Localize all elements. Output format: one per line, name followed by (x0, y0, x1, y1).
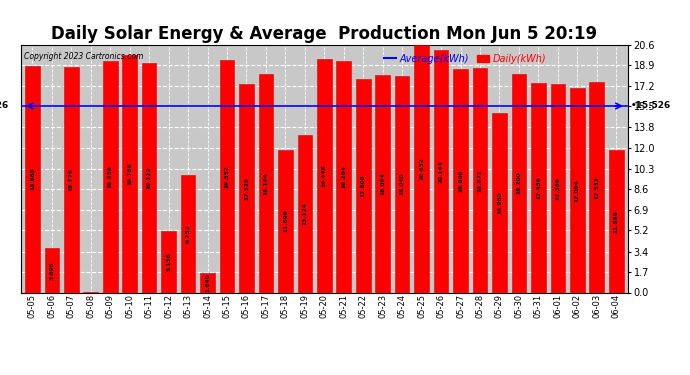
Text: 1.640: 1.640 (205, 273, 210, 292)
Text: 18.888: 18.888 (30, 168, 35, 190)
Bar (453, 69, 468, 292)
Bar (317, 59, 332, 292)
Text: 9.752: 9.752 (186, 225, 190, 243)
Bar (473, 68, 487, 292)
Legend: Average(kWh), Daily(kWh): Average(kWh), Daily(kWh) (380, 50, 550, 68)
Bar (181, 176, 195, 292)
Text: 19.264: 19.264 (342, 165, 346, 188)
Text: Copyright 2023 Cartronics.com: Copyright 2023 Cartronics.com (23, 53, 143, 62)
Bar (259, 74, 273, 292)
Text: 18.600: 18.600 (458, 170, 463, 192)
Bar (142, 63, 157, 292)
Bar (609, 150, 624, 292)
Bar (551, 84, 565, 292)
Text: •15.526: •15.526 (631, 102, 671, 111)
Text: 19.256: 19.256 (108, 165, 112, 188)
Text: 18.200: 18.200 (516, 172, 522, 195)
Text: 19.448: 19.448 (322, 164, 327, 187)
Text: •15.526: •15.526 (0, 102, 8, 111)
Text: 18.776: 18.776 (69, 168, 74, 191)
Text: 17.320: 17.320 (244, 177, 249, 200)
Bar (492, 112, 506, 292)
Text: 3.696: 3.696 (50, 261, 55, 280)
Bar (356, 78, 371, 292)
Bar (45, 248, 59, 292)
Text: 20.632: 20.632 (419, 157, 424, 180)
Text: 19.112: 19.112 (147, 166, 152, 189)
Text: 18.184: 18.184 (264, 172, 268, 195)
Bar (219, 60, 235, 292)
Text: 18.064: 18.064 (380, 172, 385, 195)
Bar (278, 150, 293, 292)
Text: 17.004: 17.004 (575, 179, 580, 202)
Text: 5.136: 5.136 (166, 252, 171, 271)
Bar (239, 84, 254, 292)
Text: 17.808: 17.808 (361, 174, 366, 197)
Text: 19.352: 19.352 (224, 165, 230, 188)
Bar (570, 88, 584, 292)
Text: 17.532: 17.532 (594, 176, 599, 199)
Bar (434, 51, 448, 292)
Title: Daily Solar Energy & Average  Production Mon Jun 5 20:19: Daily Solar Energy & Average Production … (51, 26, 598, 44)
Bar (297, 135, 312, 292)
Text: 18.672: 18.672 (477, 169, 482, 192)
Bar (200, 273, 215, 292)
Bar (161, 231, 176, 292)
Bar (531, 83, 546, 292)
Bar (103, 61, 117, 292)
Text: 19.768: 19.768 (127, 162, 132, 185)
Bar (375, 75, 390, 292)
Bar (122, 55, 137, 292)
Text: 14.980: 14.980 (497, 191, 502, 214)
Bar (64, 67, 79, 292)
Bar (25, 66, 39, 292)
Bar (395, 76, 409, 292)
Text: 20.144: 20.144 (439, 160, 444, 183)
Bar (414, 45, 429, 292)
Text: 17.368: 17.368 (555, 177, 560, 200)
Bar (589, 82, 604, 292)
Bar (337, 61, 351, 292)
Bar (511, 74, 526, 292)
Text: 18.040: 18.040 (400, 173, 404, 195)
Text: 17.436: 17.436 (536, 176, 541, 199)
Text: 13.124: 13.124 (302, 202, 307, 225)
Text: 11.888: 11.888 (613, 210, 619, 232)
Text: 11.896: 11.896 (283, 210, 288, 232)
